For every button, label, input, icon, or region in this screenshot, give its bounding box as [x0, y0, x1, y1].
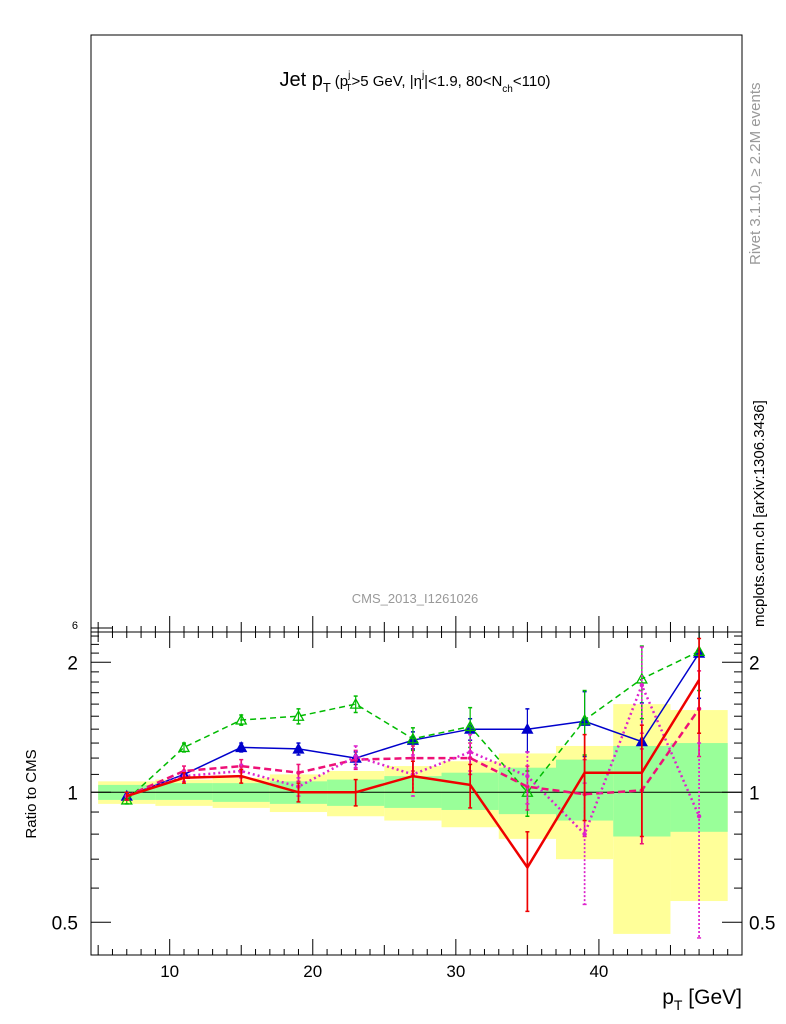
x-tick-label: 20 [303, 962, 322, 981]
series-point [578, 713, 591, 725]
analysis-label: CMS_2013_I1261026 [352, 591, 479, 606]
main-panel-frame [90, 34, 743, 633]
series-point [406, 732, 420, 744]
series-point [120, 793, 133, 805]
series-point [349, 697, 362, 709]
series-line [126, 708, 701, 798]
y-tick-label: 2 [67, 653, 78, 674]
y-tick-label-right: 1 [749, 783, 760, 804]
series-point [235, 741, 248, 753]
x-tick-label: 30 [446, 962, 465, 981]
series-point [235, 713, 248, 725]
series-point [639, 682, 645, 688]
series-point [467, 749, 473, 755]
mcplots-label: mcplots.cern.ch [arXiv:1306.3436] [751, 400, 768, 627]
x-axis-label: pT [GeV] [662, 986, 742, 1013]
uncertainty-band-green [155, 783, 213, 800]
series-point [292, 742, 305, 754]
series-point [296, 770, 301, 775]
main-panel-tick-label: 6 [72, 620, 78, 632]
y-tick-label: 1 [67, 783, 78, 804]
series-point [353, 754, 358, 759]
series-point [177, 741, 191, 753]
ratio-plot-area: 10 20 30 40 0.5 0.5 1 1 2 2 [52, 616, 775, 981]
series-point [410, 755, 416, 761]
rivet-version-label: Rivet 3.1.10, ≥ 2.2M events [747, 83, 764, 266]
series-point [292, 709, 305, 721]
y-tick-label-right: 0.5 [749, 913, 775, 934]
y-axis-label: Ratio to CMS [23, 749, 40, 838]
series-point [582, 831, 587, 837]
series-point [521, 722, 534, 734]
series-point [464, 720, 477, 732]
series-point [525, 773, 530, 779]
series-point [467, 755, 473, 761]
ratio-plot-content [91, 632, 742, 939]
x-tick-label: 10 [160, 962, 179, 981]
series-point [696, 814, 702, 819]
plot-title: Jet pT (pj T>5 GeV, |ηj|<1.9, 80<Nch<110) [279, 69, 550, 95]
x-tick-label: 40 [589, 962, 608, 981]
ratio-panel-frame [90, 631, 743, 956]
series-line [126, 681, 701, 837]
y-tick-label: 0.5 [52, 913, 78, 934]
series-point [525, 784, 530, 789]
y-tick-label-right: 2 [749, 653, 760, 674]
